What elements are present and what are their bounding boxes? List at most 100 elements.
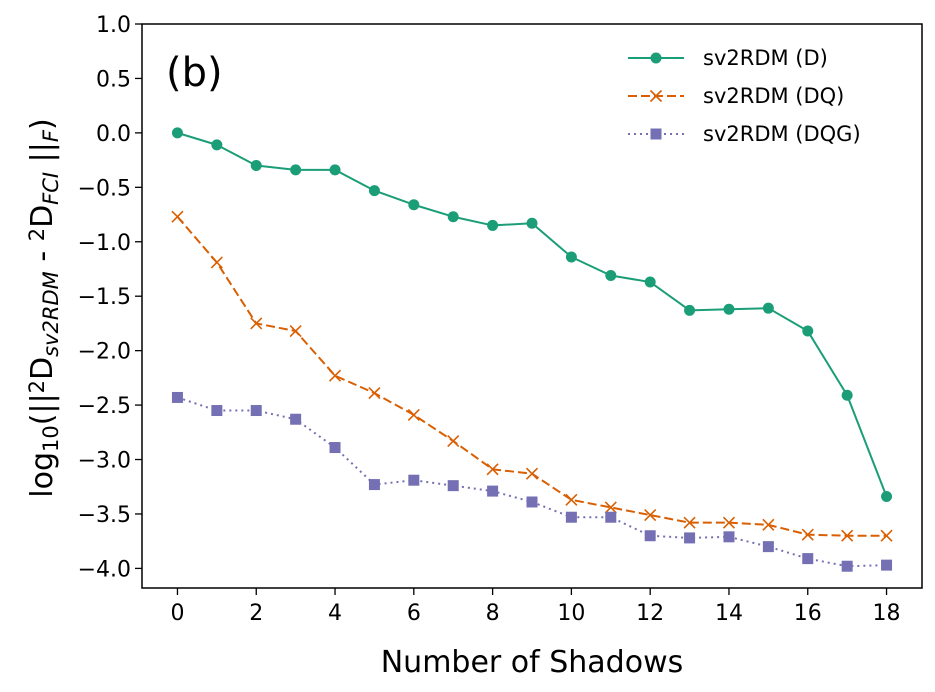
y-title-sub3: F: [39, 129, 63, 142]
data-point-dq: [328, 369, 342, 382]
x-tick-label: 18: [873, 601, 901, 626]
data-point-d: [250, 160, 262, 172]
ticks-layer: 0 2 4 6 8 10 12 14 16 18 1.0 0.5 0.0 −0.5 −1.0 −1.5 −2.0…: [78, 13, 901, 626]
y-title-sup2: 2: [25, 228, 49, 241]
data-point-dqg: [802, 553, 814, 565]
data-point-dq: [565, 493, 578, 506]
data-point-dqg: [250, 405, 262, 417]
x-tick-label: 2: [249, 601, 263, 626]
data-point-dqg: [723, 531, 735, 543]
data-point-dq: [486, 463, 499, 476]
y-title-sub1: sv2RDM: [39, 271, 63, 357]
data-point-d: [841, 389, 853, 401]
legend-marker: [649, 89, 663, 103]
data-point-d: [368, 185, 380, 197]
data-point-dq: [722, 516, 736, 529]
data-point-dq: [407, 408, 420, 421]
data-point-dq: [289, 324, 302, 338]
series-d: [171, 127, 893, 503]
data-point-dqg: [684, 532, 696, 544]
data-point-dqg: [762, 541, 774, 553]
y-tick-label: −3.0: [78, 449, 131, 474]
series-dq: [171, 210, 893, 542]
data-point-dq: [880, 529, 893, 542]
x-axis-title: Number of Shadows: [381, 645, 684, 680]
data-point-dq: [250, 317, 263, 330]
data-point-dq: [762, 518, 775, 531]
data-point-dqg: [368, 479, 380, 491]
data-point-dqg: [644, 530, 656, 542]
x-tick-label: 8: [486, 601, 500, 626]
legend-label: sv2RDM (D): [703, 46, 828, 70]
data-point-dq: [644, 508, 657, 522]
data-point-dqg: [329, 442, 341, 454]
data-point-dq: [368, 387, 381, 400]
y-tick-label: −2.5: [78, 394, 131, 419]
data-point-dq: [801, 528, 814, 541]
y-tick-label: −4.0: [78, 557, 131, 582]
y-title-prefix: log: [25, 452, 60, 498]
y-tick-label: −1.5: [78, 285, 131, 310]
y-tick-label: 1.0: [96, 13, 131, 38]
series-line-dq: [176, 216, 887, 537]
data-point-d: [723, 303, 735, 315]
data-point-d: [644, 276, 656, 288]
data-point-d: [802, 325, 814, 337]
y-tick-label: 0.0: [96, 122, 131, 147]
y-title-prefix-sub: 10: [39, 425, 63, 452]
data-point-dq: [604, 501, 617, 514]
data-point-d: [565, 251, 577, 263]
data-point-dqg: [171, 391, 183, 403]
legend-label: sv2RDM (DQG): [703, 122, 861, 146]
y-tick-label: −1.0: [78, 231, 131, 256]
data-point-dqg: [605, 511, 617, 523]
legend-entry-dq: sv2RDM (DQ): [628, 84, 844, 108]
series-layer: [171, 127, 893, 572]
x-tick-label: 0: [170, 601, 184, 626]
y-title-open: (||: [25, 393, 60, 425]
data-point-dqg: [565, 511, 577, 523]
data-point-dqg: [526, 496, 538, 508]
data-point-d: [408, 199, 420, 211]
y-tick-label: −3.5: [78, 503, 131, 528]
x-tick-label: 14: [715, 601, 743, 626]
legend-entry-dqg: sv2RDM (DQG): [628, 122, 861, 146]
data-point-dqg: [881, 559, 893, 571]
series-line-dqg: [177, 396, 887, 568]
x-tick-label: 16: [794, 601, 822, 626]
y-tick-label: −0.5: [78, 176, 131, 201]
data-point-d: [171, 127, 183, 139]
data-point-d: [762, 302, 774, 314]
data-point-d: [447, 211, 459, 223]
legend: sv2RDM (D) sv2RDM (DQ) sv2RDM (DQG): [628, 46, 861, 146]
y-title-minus: -: [25, 241, 60, 271]
data-point-dq: [525, 467, 539, 480]
y-tick-label: −2.0: [78, 340, 131, 365]
data-point-d: [487, 219, 499, 231]
data-point-d: [684, 304, 696, 316]
x-tick-label: 6: [407, 601, 421, 626]
y-title-d1: D: [25, 357, 60, 380]
data-point-dqg: [290, 413, 302, 425]
y-title-d2: D: [25, 205, 60, 228]
data-point-d: [290, 164, 302, 176]
legend-label: sv2RDM (DQ): [703, 84, 844, 108]
y-tick-label: 0.5: [96, 67, 131, 92]
y-title-sup1: 2: [25, 380, 49, 393]
data-point-dq: [841, 529, 854, 542]
series-dqg: [171, 391, 893, 572]
data-point-dqg: [447, 480, 459, 492]
data-point-d: [881, 491, 893, 503]
data-point-dqg: [841, 560, 853, 572]
data-point-dqg: [211, 405, 223, 417]
legend-marker: [650, 52, 662, 64]
data-point-dq: [683, 516, 696, 529]
data-point-d: [605, 270, 617, 282]
data-point-dqg: [408, 474, 420, 486]
y-title-end: ): [25, 118, 60, 130]
data-point-dqg: [487, 485, 499, 497]
x-tick-label: 4: [328, 601, 342, 626]
data-point-dq: [447, 434, 460, 448]
series-line-d: [177, 131, 888, 497]
